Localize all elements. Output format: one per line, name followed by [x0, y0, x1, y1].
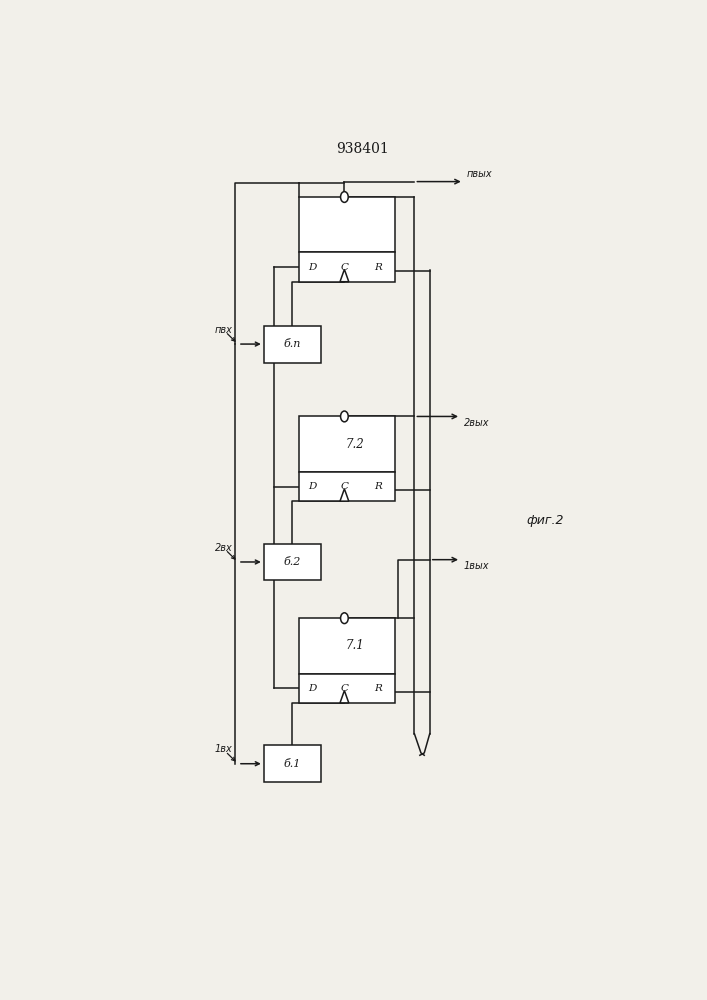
- Text: б.1: б.1: [284, 759, 301, 769]
- Circle shape: [341, 411, 349, 422]
- Text: фиг.2: фиг.2: [527, 514, 564, 527]
- Text: D: D: [308, 684, 317, 693]
- Text: 1вх: 1вх: [215, 744, 233, 754]
- Text: 938401: 938401: [336, 142, 389, 156]
- Text: 2вых: 2вых: [464, 418, 489, 428]
- Text: C: C: [340, 684, 349, 693]
- Circle shape: [341, 192, 349, 202]
- Text: D: D: [308, 263, 317, 272]
- Text: 7.2: 7.2: [346, 438, 364, 451]
- Text: б.п: б.п: [284, 339, 301, 349]
- Text: 7.1: 7.1: [346, 639, 364, 652]
- Text: R: R: [374, 684, 382, 693]
- Polygon shape: [340, 691, 349, 703]
- Polygon shape: [340, 269, 349, 282]
- Text: пвых: пвых: [467, 169, 492, 179]
- Bar: [299, 416, 395, 472]
- Bar: [299, 674, 395, 703]
- Bar: [299, 618, 395, 674]
- Text: R: R: [374, 482, 382, 491]
- Bar: [299, 197, 395, 252]
- Text: 1вых: 1вых: [464, 561, 489, 571]
- Text: C: C: [340, 263, 349, 272]
- Bar: [299, 472, 395, 501]
- Text: 2вх: 2вх: [215, 543, 233, 553]
- Bar: [264, 745, 321, 782]
- Bar: [264, 544, 321, 580]
- Text: пвх: пвх: [215, 325, 233, 335]
- Circle shape: [341, 613, 349, 624]
- Text: б.2: б.2: [284, 557, 301, 567]
- Text: R: R: [374, 263, 382, 272]
- Bar: [264, 326, 321, 363]
- Polygon shape: [340, 489, 349, 501]
- Text: D: D: [308, 482, 317, 491]
- Text: C: C: [340, 482, 349, 491]
- Bar: [299, 252, 395, 282]
